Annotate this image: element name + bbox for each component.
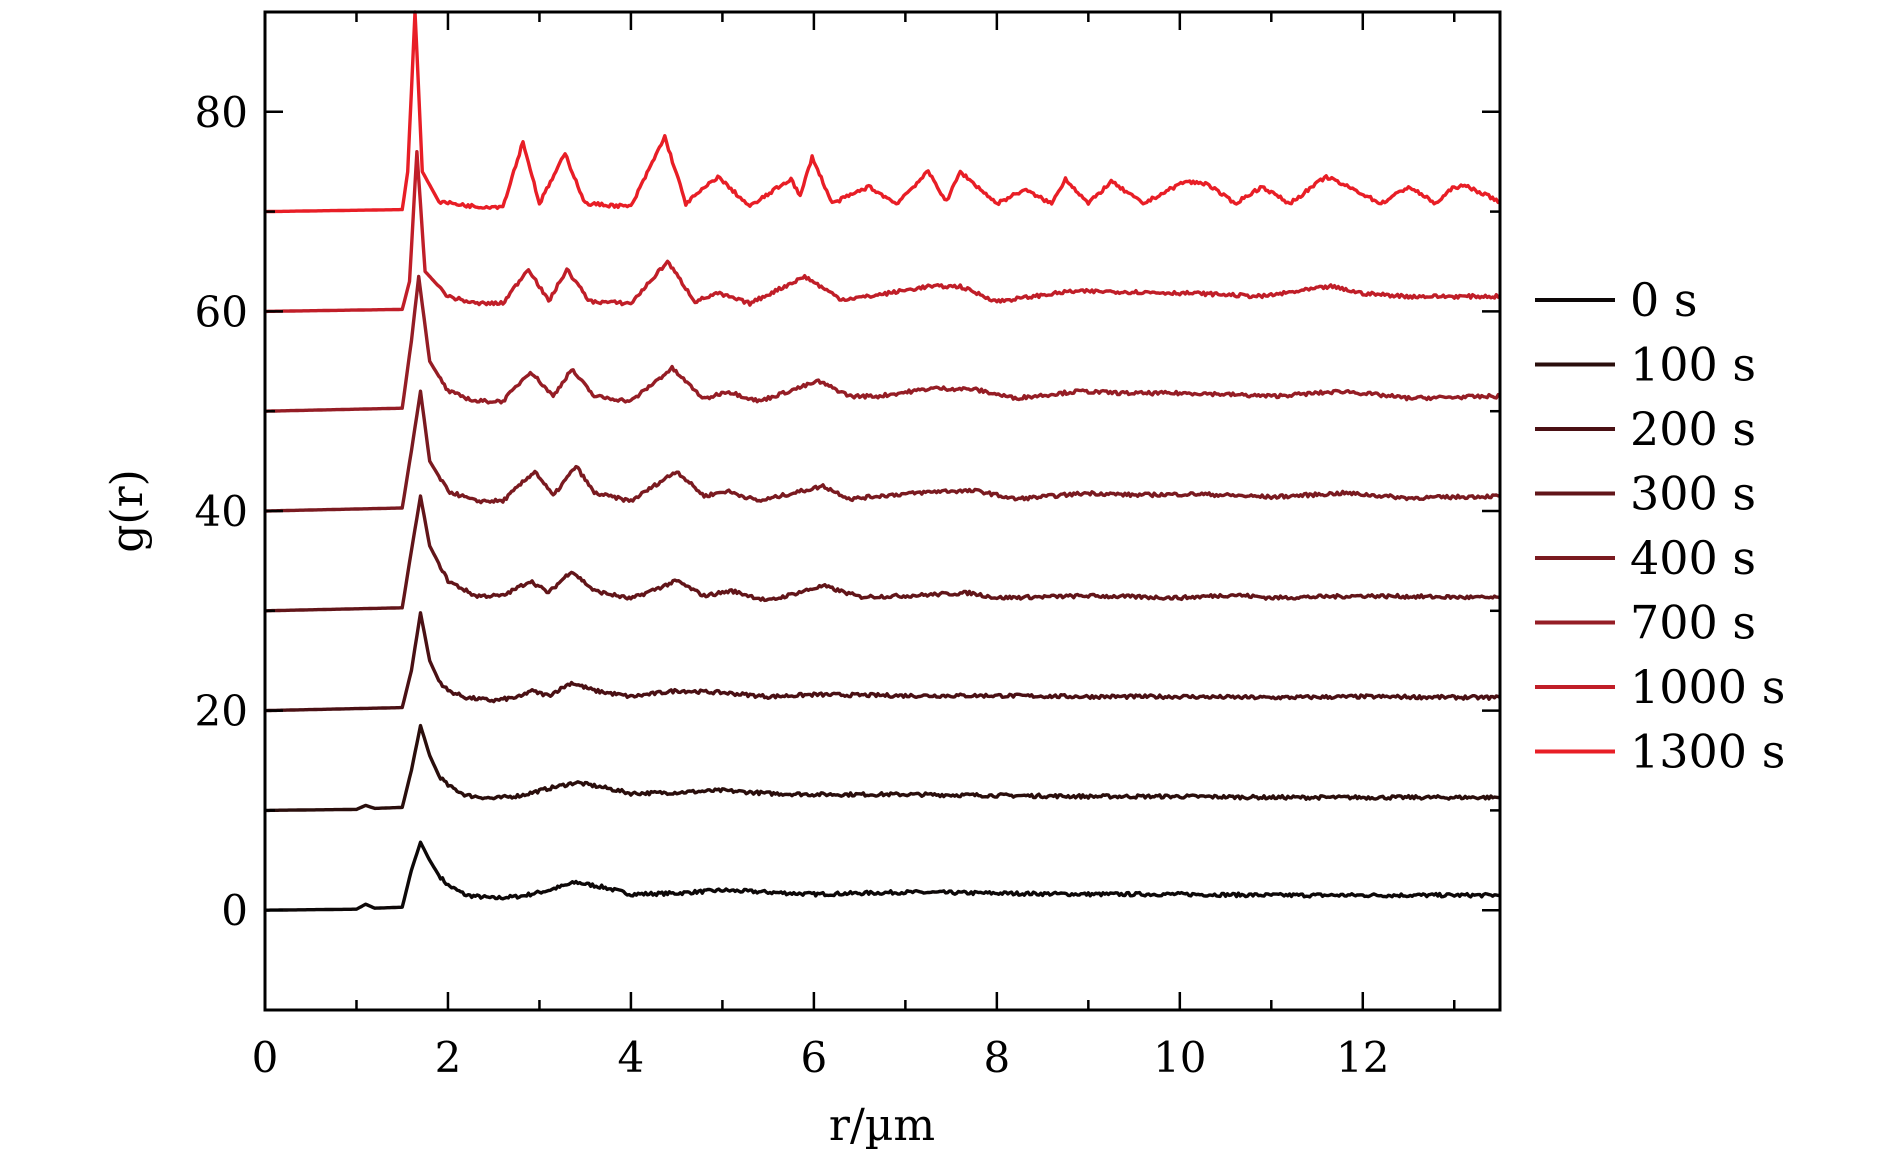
legend-label-7: 1300 s	[1630, 725, 1785, 779]
series-line-5	[265, 274, 1502, 413]
tick-labels: 0 2 4 6 8 10 12 0 20 40 60 80	[195, 88, 1390, 1082]
legend-label-1: 100 s	[1630, 338, 1756, 392]
y-tick-label: 20	[195, 687, 248, 736]
series-line-1	[265, 723, 1501, 813]
y-tick-label: 40	[195, 487, 248, 536]
x-tick-label: 6	[801, 1033, 828, 1082]
y-tick-label: 60	[195, 287, 248, 336]
series-line-3	[265, 494, 1501, 613]
series-line-0	[265, 840, 1501, 912]
y-tick-label: 0	[221, 886, 248, 935]
x-tick-label: 0	[252, 1033, 279, 1082]
legend-label-3: 300 s	[1630, 467, 1756, 521]
legend-label-4: 400 s	[1630, 531, 1756, 585]
axis-ticks	[263, 10, 1500, 1012]
series-line-6	[265, 150, 1501, 314]
y-tick-label: 80	[195, 88, 248, 137]
plot-frame	[263, 10, 1502, 1012]
legend-label-2: 200 s	[1630, 402, 1756, 456]
x-tick-label: 12	[1336, 1033, 1389, 1082]
series-line-7	[265, 10, 1501, 214]
x-tick-label: 10	[1153, 1033, 1206, 1082]
y-axis-label: g(r)	[102, 469, 153, 553]
series-line-2	[265, 611, 1501, 713]
x-tick-label: 4	[618, 1033, 645, 1082]
legend-label-0: 0 s	[1630, 273, 1698, 327]
series-line-4	[265, 389, 1501, 513]
legend-label-6: 1000 s	[1630, 660, 1785, 714]
x-tick-label: 8	[983, 1033, 1010, 1082]
x-axis-label: r/µm	[829, 1100, 935, 1151]
plot-lines	[265, 10, 1502, 912]
legend: 0 s 100 s 200 s 300 s 400 s 700 s 1000 s 1300 s	[1535, 273, 1785, 779]
x-tick-label: 2	[435, 1033, 462, 1082]
legend-label-5: 700 s	[1630, 596, 1756, 650]
